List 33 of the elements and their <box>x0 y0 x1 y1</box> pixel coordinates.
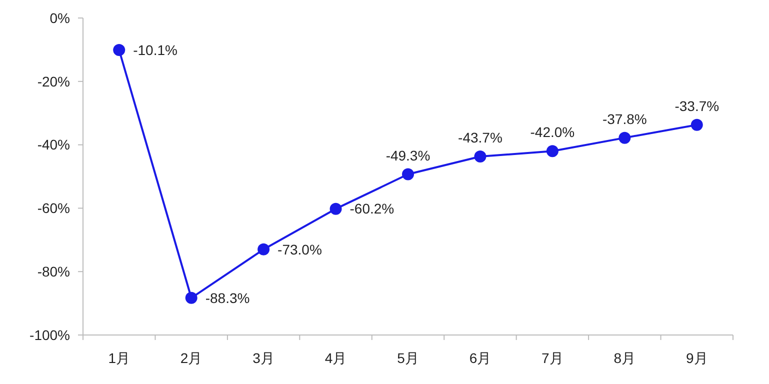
x-tick-label: 3月 <box>252 350 274 366</box>
point <box>185 292 198 304</box>
x-tick-label: 1月 <box>108 350 130 366</box>
point <box>618 132 631 144</box>
point <box>113 44 126 56</box>
x-tick-label: 5月 <box>397 350 419 366</box>
text: -88.3% <box>205 290 250 306</box>
point <box>474 150 486 163</box>
y-tick-label: 0% <box>50 10 70 26</box>
point <box>402 168 414 180</box>
text: -10.1% <box>133 42 178 58</box>
text: -49.3% <box>386 147 430 164</box>
text: -73.0% <box>278 241 322 258</box>
text: -37.8% <box>602 110 647 127</box>
text: -42.0% <box>530 124 575 140</box>
x-tick-label: 7月 <box>542 350 564 366</box>
x-tick-label: 2月 <box>180 350 202 366</box>
x-tick-label: 6月 <box>469 350 492 366</box>
x-tick-label: 4月 <box>324 350 347 366</box>
y-tick-label: -40% <box>37 136 70 153</box>
text: -60.2% <box>350 200 394 217</box>
point <box>330 202 342 215</box>
y-tick-label: -80% <box>37 264 70 280</box>
y-tick-label: -60% <box>37 200 70 216</box>
text: -43.7% <box>458 130 502 146</box>
text: -33.7% <box>674 98 720 114</box>
y-tick-label: -100% <box>30 326 70 343</box>
point <box>690 118 703 131</box>
y-tick-label: -20% <box>37 73 70 90</box>
x-tick-label: 9月 <box>686 350 708 366</box>
x-tick-label: 8月 <box>614 350 636 366</box>
point <box>546 145 558 158</box>
point <box>258 243 270 256</box>
